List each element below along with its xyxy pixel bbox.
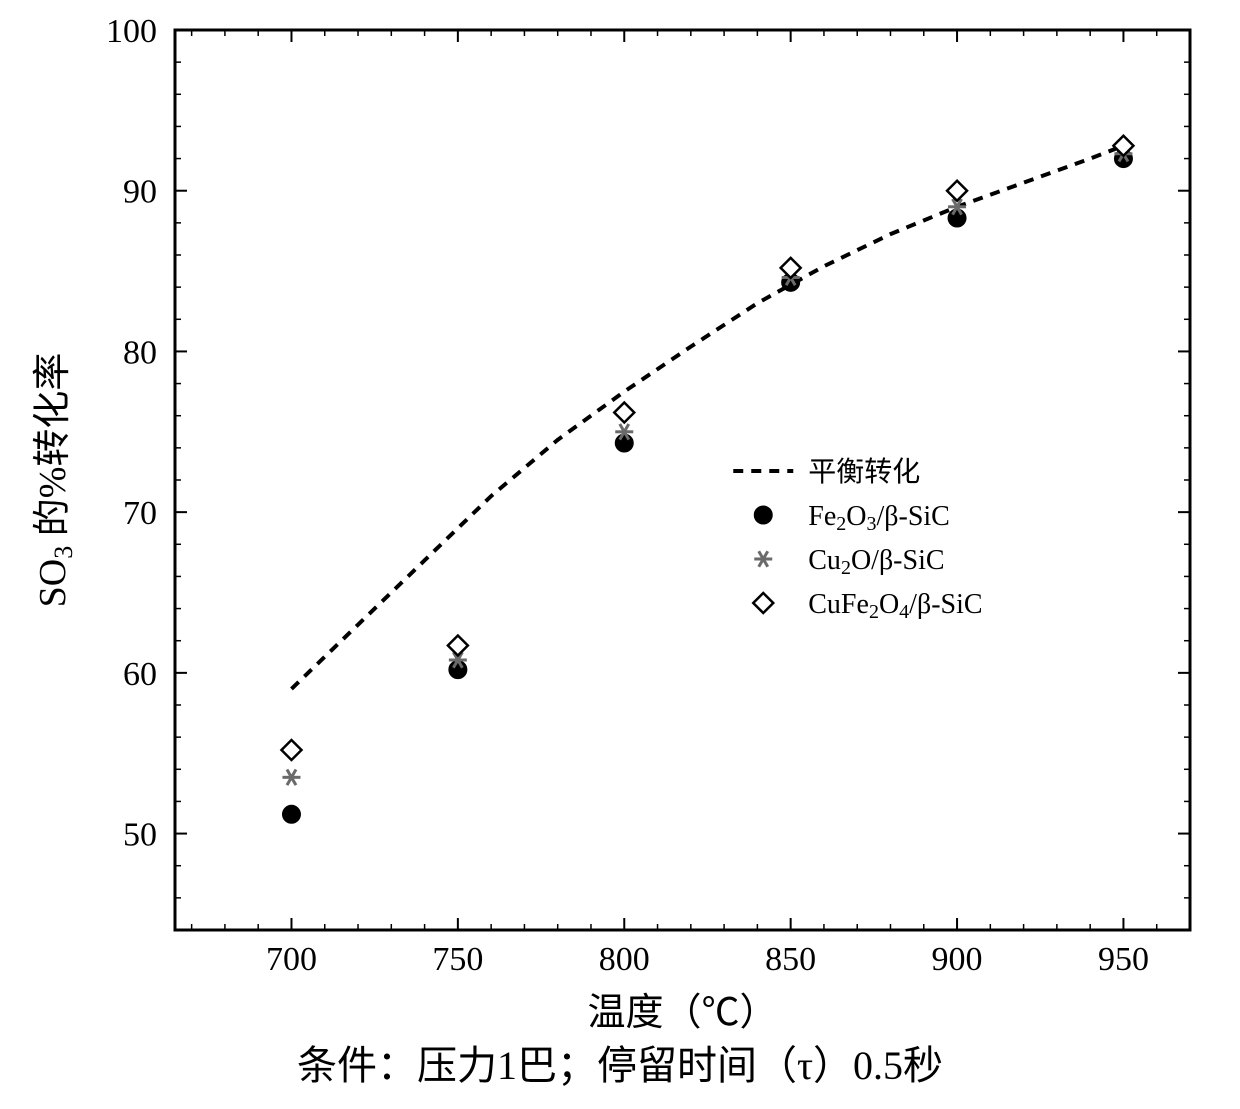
- data-point: [781, 258, 801, 278]
- data-point: [449, 661, 467, 679]
- chart-container: 700 750 800 850 900 950 50 60 70 80 90 100 温度（℃） SO3 …: [0, 0, 1240, 1109]
- legend-label: Fe2O3/β-SiC: [808, 501, 950, 535]
- data-point: [753, 593, 773, 613]
- data-point: [281, 740, 301, 760]
- y-tick-label: 60: [123, 656, 157, 693]
- data-point: [615, 434, 633, 452]
- chart-svg: 700 750 800 850 900 950 50 60 70 80 90 100 温度（℃） SO3 …: [0, 0, 1240, 1109]
- plot-frame: [175, 30, 1190, 930]
- data-point: [948, 209, 966, 227]
- x-tick-label: 850: [765, 941, 816, 978]
- y-tick-label: 90: [123, 174, 157, 211]
- data-point: [754, 506, 772, 524]
- y-axis-label: SO3 的%转化率: [32, 353, 78, 608]
- data-point: [754, 551, 772, 567]
- data-point: [282, 805, 300, 823]
- y-tick-label: 100: [106, 13, 157, 50]
- x-tick-label: 750: [432, 941, 483, 978]
- x-tick-label: 700: [266, 941, 317, 978]
- equilibrium-line: [291, 146, 1123, 689]
- data-point: [947, 181, 967, 201]
- y-tick-label: 50: [123, 817, 157, 854]
- y-tick-label: 80: [123, 334, 157, 371]
- x-tick-label: 800: [599, 941, 650, 978]
- data-point: [448, 636, 468, 656]
- x-tick-label: 950: [1098, 941, 1149, 978]
- data-point: [614, 403, 634, 423]
- caption-text: 条件：压力1巴；停留时间（τ）0.5秒: [0, 1033, 1240, 1091]
- x-tick-label: 900: [932, 941, 983, 978]
- data-point: [282, 770, 300, 786]
- legend-label: 平衡转化: [808, 456, 920, 488]
- y-tick-label: 70: [123, 495, 157, 532]
- legend-label: CuFe2O4/β-SiC: [808, 589, 982, 623]
- legend-label: Cu2O/β-SiC: [808, 545, 944, 579]
- x-axis-label: 温度（℃）: [587, 992, 777, 1034]
